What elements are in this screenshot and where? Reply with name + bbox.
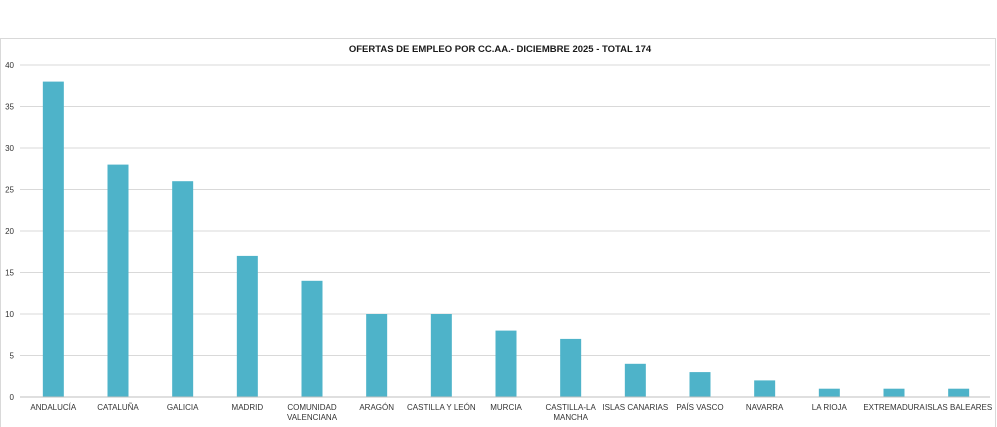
bar xyxy=(495,330,517,397)
bar xyxy=(42,81,64,397)
x-category-label-line: CATALUÑA xyxy=(97,403,139,412)
bar xyxy=(689,372,711,397)
x-category-label-line: NAVARRA xyxy=(746,403,784,412)
x-category-label: ISLAS BALEARES xyxy=(925,403,992,412)
x-category-label-line: MADRID xyxy=(232,403,264,412)
y-axis-ticks: 0 5 10 15 20 25 30 35 40 xyxy=(5,61,14,402)
bars xyxy=(42,81,970,397)
bar xyxy=(754,380,776,397)
x-category-label: MADRID xyxy=(232,403,264,412)
x-axis-categories: ANDALUCÍA CATALUÑA GALICIA MADRID COMUNIDAD V… xyxy=(30,403,992,422)
x-category-label: PAÍS VASCO xyxy=(676,403,723,412)
x-category-label-line: EXTREMADURA xyxy=(863,403,925,412)
bar xyxy=(236,255,258,397)
y-tick-label: 35 xyxy=(5,103,14,112)
x-category-label: COMUNIDAD VALENCIANA xyxy=(287,403,338,422)
bar xyxy=(107,164,129,397)
x-category-label: CASTILLA-LA MANCHA xyxy=(546,403,597,422)
x-category-label: CATALUÑA xyxy=(97,403,139,412)
y-tick-label: 40 xyxy=(5,61,14,70)
x-category-label-line: CASTILLA Y LEÓN xyxy=(407,403,476,412)
x-category-label-line: ANDALUCÍA xyxy=(30,403,76,412)
y-tick-label: 10 xyxy=(5,310,14,319)
x-category-label: LA RIOJA xyxy=(812,403,848,412)
x-category-label-line: COMUNIDAD xyxy=(287,403,337,412)
x-category-label: NAVARRA xyxy=(746,403,784,412)
bar xyxy=(624,363,646,397)
chart-title: OFERTAS DE EMPLEO POR CC.AA.- DICIEMBRE … xyxy=(349,44,652,55)
x-category-label-line: PAÍS VASCO xyxy=(676,403,723,412)
x-category-label-line: MURCIA xyxy=(490,403,522,412)
x-category-label: CASTILLA Y LEÓN xyxy=(407,403,476,412)
bar xyxy=(883,388,905,397)
x-category-label-line: ARAGÓN xyxy=(359,403,394,412)
x-category-label-line: ISLAS CANARIAS xyxy=(602,403,668,412)
x-category-label-line: MANCHA xyxy=(553,413,588,422)
x-category-label: MURCIA xyxy=(490,403,522,412)
y-tick-label: 5 xyxy=(10,352,15,361)
bar xyxy=(430,314,452,397)
y-tick-label: 20 xyxy=(5,227,14,236)
bar xyxy=(301,280,323,397)
gridlines xyxy=(20,64,990,356)
x-category-label-line: GALICIA xyxy=(167,403,199,412)
x-category-label: ARAGÓN xyxy=(359,403,394,412)
bar xyxy=(560,338,582,397)
x-category-label-line: CASTILLA-LA xyxy=(546,403,597,412)
bar xyxy=(366,314,388,397)
bar xyxy=(948,388,970,397)
x-category-label-line: ISLAS BALEARES xyxy=(925,403,992,412)
bar xyxy=(172,181,194,397)
y-tick-label: 0 xyxy=(10,393,15,402)
y-tick-label: 25 xyxy=(5,186,14,195)
x-category-label: EXTREMADURA xyxy=(863,403,925,412)
y-tick-label: 30 xyxy=(5,144,14,153)
x-category-label: GALICIA xyxy=(167,403,199,412)
x-category-label: ANDALUCÍA xyxy=(30,403,76,412)
bar xyxy=(818,388,840,397)
x-category-label: ISLAS CANARIAS xyxy=(602,403,668,412)
x-category-label-line: VALENCIANA xyxy=(287,413,338,422)
x-category-label-line: LA RIOJA xyxy=(812,403,848,412)
y-tick-label: 15 xyxy=(5,269,14,278)
